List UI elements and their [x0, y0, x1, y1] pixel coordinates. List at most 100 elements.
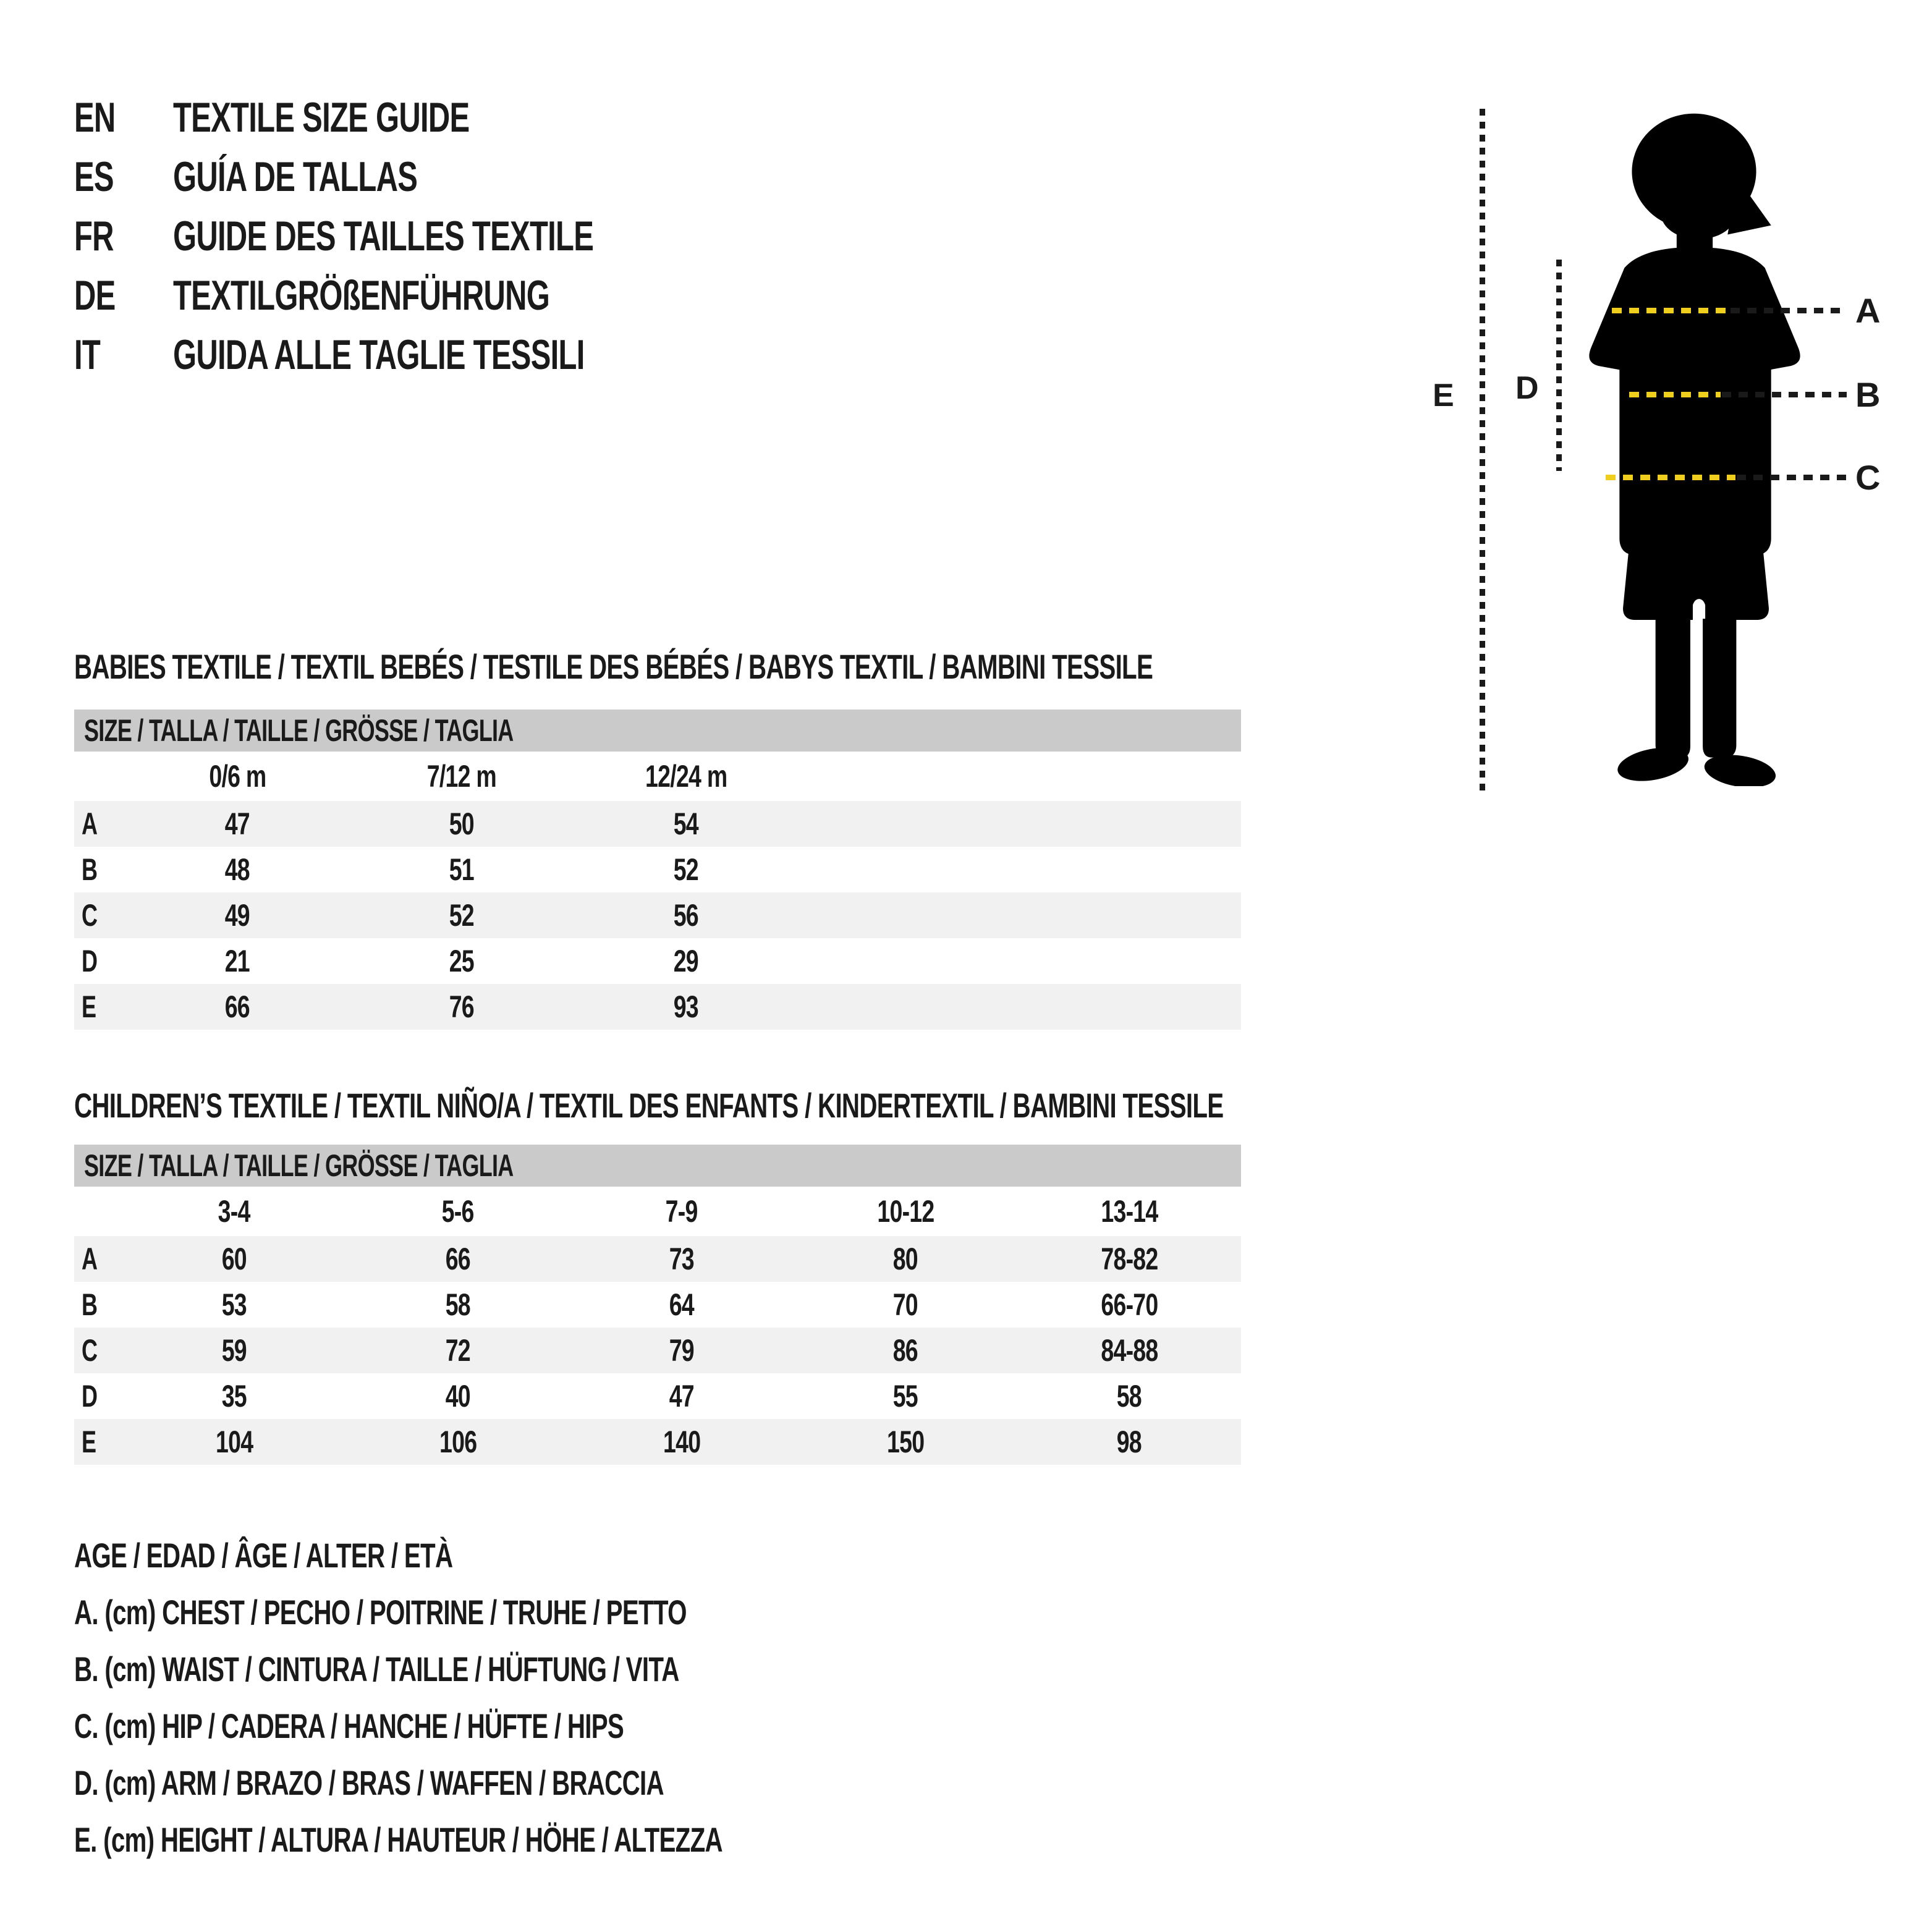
- language-code-text: IT: [74, 331, 101, 378]
- legend-line-text: A. (cm) CHEST / PECHO / POITRINE / TRUHE…: [74, 1592, 687, 1632]
- table-cell: 40: [346, 1378, 570, 1414]
- column-header-text: 3-4: [218, 1194, 251, 1229]
- row-label: D: [74, 1378, 122, 1414]
- legend-line-text: D. (cm) ARM / BRAZO / BRAS / WAFFEN / BR…: [74, 1763, 664, 1802]
- row-label: B: [74, 852, 125, 888]
- language-list: EN TEXTILE SIZE GUIDE ES GUÍA DE TALLAS FR GU…: [74, 88, 757, 384]
- language-code: EN: [74, 93, 173, 142]
- table-cell: 76: [350, 989, 574, 1025]
- row-label: E: [74, 1424, 122, 1460]
- table-cell-text: 140: [663, 1425, 701, 1459]
- row-label-text: E: [82, 1425, 96, 1459]
- table-cell: 53: [122, 1287, 346, 1323]
- legend-line-text: C. (cm) HIP / CADERA / HANCHE / HÜFTE / …: [74, 1706, 624, 1745]
- table-cell-text: 84-88: [1100, 1333, 1158, 1368]
- row-label-text: A: [82, 807, 98, 841]
- table-cell: 79: [570, 1332, 794, 1368]
- babies-section-title: BABIES TEXTILE / TEXTIL BEBÉS / TESTILE …: [74, 646, 1572, 687]
- language-row: EN TEXTILE SIZE GUIDE: [74, 88, 757, 147]
- table-cell-text: 150: [886, 1425, 925, 1459]
- column-header: 7-9: [570, 1193, 794, 1229]
- column-header-text: 5-6: [442, 1194, 475, 1229]
- table-cell: 66: [346, 1241, 570, 1277]
- column-header: 13-14: [1017, 1193, 1241, 1229]
- table-cell-text: 25: [449, 944, 475, 978]
- table-cell: 60: [122, 1241, 346, 1277]
- table-cell-text: 21: [224, 944, 250, 978]
- table-cell: 25: [350, 943, 574, 979]
- language-label: TEXTILE SIZE GUIDE: [173, 93, 585, 142]
- row-label-text: A: [82, 1242, 98, 1276]
- table-cell-text: 58: [1116, 1379, 1142, 1413]
- table-cell: 58: [346, 1287, 570, 1323]
- table-cell-text: 59: [221, 1333, 247, 1368]
- table-row: C 59 72 79 86 84-88: [74, 1328, 1241, 1373]
- table-cell: 59: [122, 1332, 346, 1368]
- table-cell-text: 72: [445, 1333, 471, 1368]
- chest-line-yellow: [1612, 308, 1728, 313]
- row-label-text: D: [82, 944, 98, 978]
- table-cell: 56: [574, 897, 799, 933]
- column-header-text: 7/12 m: [426, 759, 497, 794]
- table-cell-text: 66: [445, 1242, 471, 1276]
- table-cell: 80: [794, 1241, 1017, 1277]
- table-cell-text: 53: [221, 1287, 247, 1322]
- table-cell-text: 60: [221, 1242, 247, 1276]
- language-code: ES: [74, 153, 173, 201]
- language-code: DE: [74, 271, 173, 320]
- babies-size-header-bar: SIZE / TALLA / TAILLE / GRÖSSE / TAGLIA: [74, 710, 1241, 752]
- column-header-text: 0/6 m: [208, 759, 266, 794]
- table-cell: 98: [1017, 1424, 1241, 1460]
- hip-line-yellow: [1606, 475, 1735, 480]
- row-label: A: [74, 806, 125, 842]
- table-row: D 21 25 29: [74, 938, 1241, 984]
- table-cell: 52: [574, 852, 799, 888]
- figure-label-hip: C: [1855, 458, 1881, 497]
- language-row: IT GUIDA ALLE TAGLIE TESSILI: [74, 325, 757, 384]
- column-header: 3-4: [122, 1193, 346, 1229]
- table-cell-text: 64: [669, 1287, 695, 1322]
- language-label-text: GUÍA DE TALLAS: [173, 153, 418, 200]
- babies-size-table: 0/6 m 7/12 m 12/24 m A 47 50 54 B 48 51 52 C 49 52 56 D…: [74, 752, 1241, 1030]
- legend-line-text: AGE / EDAD / ÂGE / ALTER / ETÀ: [74, 1535, 453, 1575]
- column-header: 10-12: [794, 1193, 1017, 1229]
- table-cell: 84-88: [1017, 1332, 1241, 1368]
- table-cell-text: 78-82: [1100, 1242, 1158, 1276]
- table-cell-text: 104: [215, 1425, 253, 1459]
- table-cell-text: 55: [892, 1379, 918, 1413]
- row-label: D: [74, 943, 125, 979]
- children-size-header-bar: SIZE / TALLA / TAILLE / GRÖSSE / TAGLIA: [74, 1145, 1241, 1187]
- table-cell-text: 29: [673, 944, 699, 978]
- table-cell: 140: [570, 1424, 794, 1460]
- legend-line-text: B. (cm) WAIST / CINTURA / TAILLE / HÜFTU…: [74, 1649, 679, 1688]
- table-cell-text: 51: [449, 852, 475, 887]
- legend-line: C. (cm) HIP / CADERA / HANCHE / HÜFTE / …: [74, 1697, 975, 1754]
- row-label: C: [74, 1332, 122, 1368]
- column-header: 12/24 m: [574, 758, 799, 794]
- language-label-text: GUIDA ALLE TAGLIE TESSILI: [173, 331, 585, 378]
- table-row: B 53 58 64 70 66-70: [74, 1282, 1241, 1328]
- figure-label-height: E: [1433, 378, 1454, 413]
- table-row: C 49 52 56: [74, 892, 1241, 938]
- table-cell-text: 79: [669, 1333, 695, 1368]
- language-code-text: FR: [74, 213, 114, 260]
- table-cell-text: 47: [224, 807, 250, 841]
- table-cell: 104: [122, 1424, 346, 1460]
- table-cell: 86: [794, 1332, 1017, 1368]
- column-header-text: 10-12: [876, 1194, 934, 1229]
- table-row: E 104 106 140 150 98: [74, 1419, 1241, 1465]
- row-label-text: D: [82, 1379, 98, 1413]
- table-cell-text: 48: [224, 852, 250, 887]
- table-cell-text: 106: [439, 1425, 477, 1459]
- table-cell-text: 86: [892, 1333, 918, 1368]
- language-label: GUIDE DES TAILLES TEXTILE: [173, 212, 757, 260]
- row-label: E: [74, 989, 125, 1025]
- table-cell: 78-82: [1017, 1241, 1241, 1277]
- table-cell-text: 80: [892, 1242, 918, 1276]
- legend-line: E. (cm) HEIGHT / ALTURA / HAUTEUR / HÖHE…: [74, 1811, 975, 1868]
- table-cell-text: 70: [892, 1287, 918, 1322]
- language-code: FR: [74, 212, 173, 260]
- waist-line-yellow: [1629, 392, 1721, 397]
- column-header-text: 7-9: [666, 1194, 698, 1229]
- height-measure-line: [1480, 109, 1485, 791]
